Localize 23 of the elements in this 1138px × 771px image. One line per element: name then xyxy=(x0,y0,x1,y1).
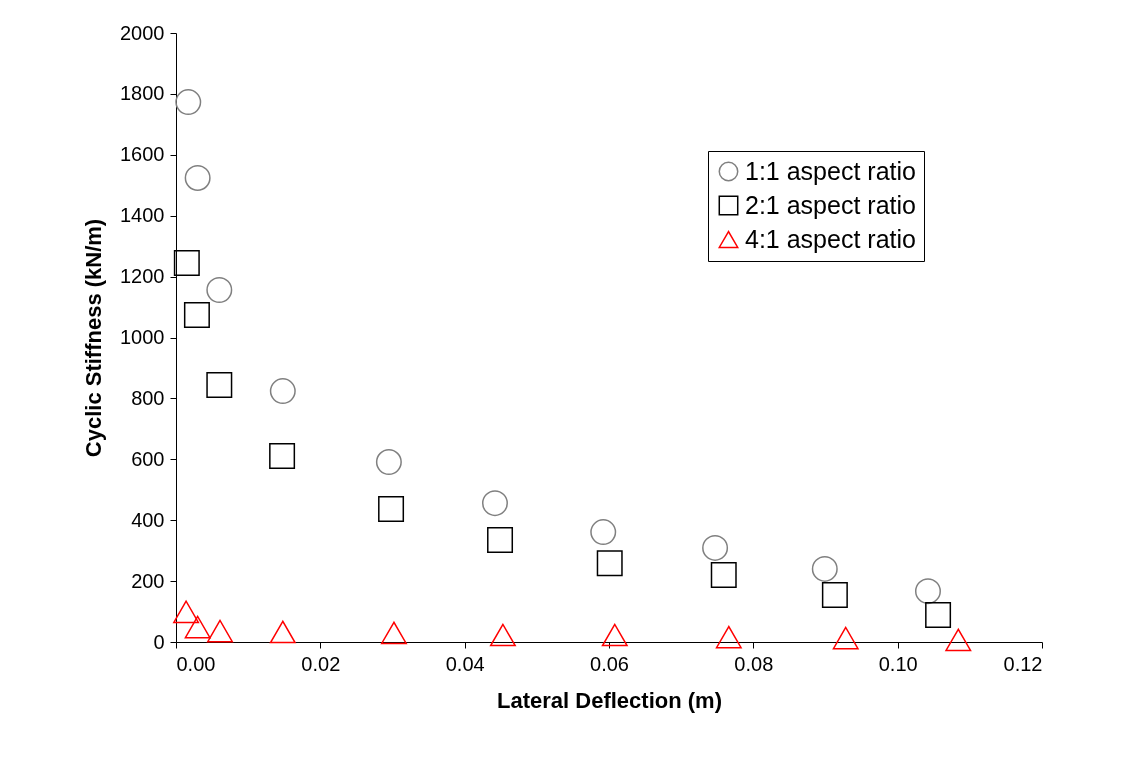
y-axis-title: Cyclic Stiffness (kN/m) xyxy=(81,218,107,458)
x-tick-label: 0.02 xyxy=(301,652,341,675)
y-tick-label: 1400 xyxy=(120,204,165,227)
x-tick-label: 0.08 xyxy=(734,652,774,675)
legend-label: 4:1 aspect ratio xyxy=(745,224,916,253)
y-tick-label: 1200 xyxy=(120,265,165,288)
legend-label: 1:1 aspect ratio xyxy=(745,156,916,185)
y-tick-label: 200 xyxy=(131,569,165,592)
x-tick-label: 0.06 xyxy=(590,652,629,675)
y-tick-label: 600 xyxy=(131,447,165,470)
x-tick-label: 0.04 xyxy=(445,652,485,675)
y-tick-label: 2000 xyxy=(120,21,165,44)
x-tick-label: 0.10 xyxy=(878,652,918,675)
y-tick-label: 400 xyxy=(131,508,165,531)
legend-label: 2:1 aspect ratio xyxy=(745,190,916,219)
x-axis-title: Lateral Deflection (m) xyxy=(497,687,722,713)
y-tick-label: 1600 xyxy=(120,143,165,166)
y-tick-label: 800 xyxy=(131,386,165,409)
y-tick-label: 0 xyxy=(153,630,165,653)
x-tick-label: 0.00 xyxy=(176,652,216,675)
y-tick-label: 1000 xyxy=(120,326,165,348)
y-tick-label: 1800 xyxy=(120,82,165,105)
x-tick-label: 0.12 xyxy=(1003,652,1043,675)
